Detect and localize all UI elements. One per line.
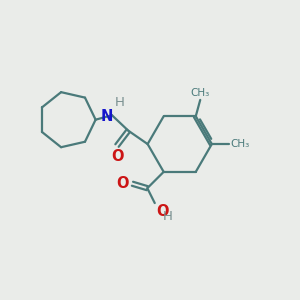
Text: O: O	[116, 176, 129, 191]
Text: CH₃: CH₃	[230, 139, 250, 149]
Text: N: N	[100, 109, 112, 124]
Text: O: O	[156, 204, 168, 219]
Text: CH₃: CH₃	[190, 88, 210, 98]
Text: H: H	[114, 96, 124, 109]
Text: O: O	[111, 148, 123, 164]
Text: H: H	[163, 211, 173, 224]
